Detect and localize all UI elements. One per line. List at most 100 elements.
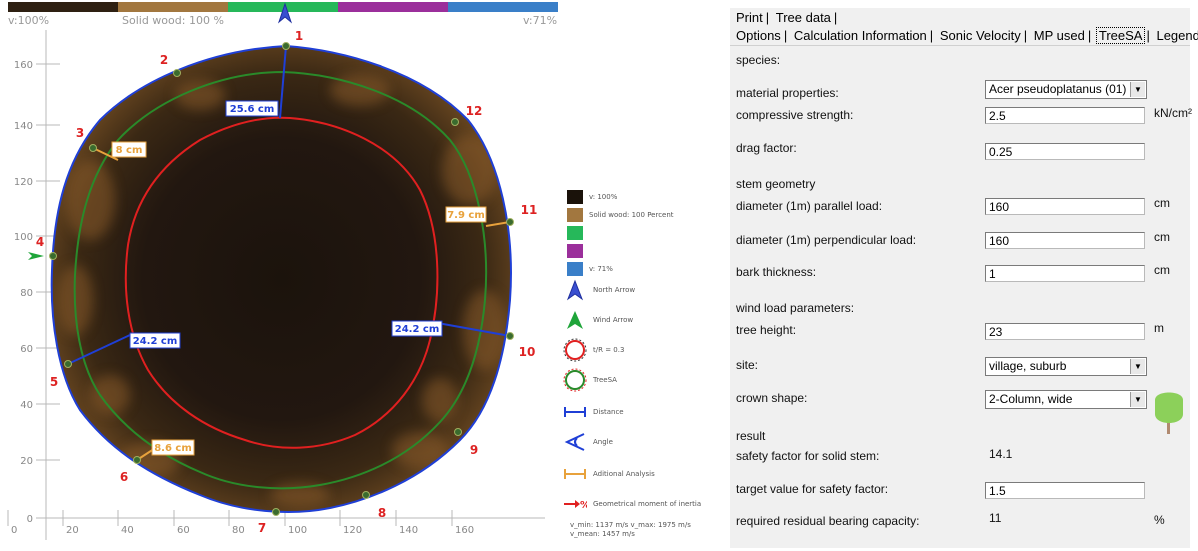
swatch-wood [567, 208, 583, 222]
crown-shape-tree-icon [1155, 392, 1183, 434]
y-tick-label: 80 [20, 288, 33, 299]
tab-print[interactable]: Print [736, 10, 763, 25]
wood-texture [57, 74, 507, 507]
tab-calculation-information[interactable]: Calculation Information [793, 28, 927, 43]
x-tick-label: 120 [343, 525, 362, 536]
measurement-point-number: 4 [36, 235, 44, 249]
y-tick-label: 100 [14, 232, 33, 243]
measurement-point[interactable] [64, 360, 72, 368]
compressive-strength-input[interactable]: 2.5 [985, 107, 1145, 124]
wind-arrow-icon [563, 308, 587, 332]
scale-segment-wood [118, 2, 228, 12]
measurement-point[interactable] [133, 456, 141, 464]
chevron-down-icon[interactable]: ▼ [1130, 359, 1145, 374]
compressive-strength-label: compressive strength: [736, 108, 854, 122]
measurement-point-number: 9 [470, 443, 478, 457]
tabs-row-1: Print | Tree data | [736, 10, 838, 25]
species-select[interactable]: Acer pseudoplatanus (01) ▼ [985, 80, 1147, 99]
measurement-label-25.6: 25.6 cm [225, 100, 279, 117]
tab-legend[interactable]: Legend [1156, 28, 1198, 43]
tree-height-unit: m [1154, 321, 1164, 335]
y-tick-label: 140 [14, 121, 33, 132]
safety-factor-solid-label: safety factor for solid stem: [736, 449, 880, 463]
measurement-point-number: 6 [120, 470, 128, 484]
measurement-point[interactable] [454, 428, 462, 436]
crown-shape-select[interactable]: 2-Column, wide ▼ [985, 390, 1147, 409]
wind-arrow-icon [28, 252, 44, 260]
legend-label: v: 100% [589, 193, 618, 201]
y-tick-label: 20 [20, 456, 33, 467]
stem-geometry-header: stem geometry [736, 177, 816, 191]
measurement-point[interactable] [506, 332, 514, 340]
velocity-stats: v_min: 1137 m/s v_max: 1975 m/s v_mean: … [570, 521, 691, 539]
x-tick-label: 40 [121, 525, 134, 536]
y-tick-label: 40 [20, 400, 33, 411]
svg-text:25.6 cm: 25.6 cm [230, 104, 275, 115]
legend-item: North Arrow [563, 278, 635, 302]
additional-analysis-icon [563, 462, 587, 486]
tab-mp-used[interactable]: MP used [1033, 28, 1085, 43]
compressive-strength-unit: kN/cm² [1154, 106, 1192, 120]
measurement-point[interactable] [272, 508, 280, 516]
legend-item: Angle [563, 430, 613, 454]
scale-segment-purple [338, 2, 448, 12]
bark-thickness-label: bark thickness: [736, 265, 817, 279]
measurement-point-number: 8 [378, 506, 386, 520]
tr-circle-icon [563, 338, 587, 362]
chevron-down-icon[interactable]: ▼ [1130, 82, 1145, 97]
legend-item: Wind Arrow [563, 308, 633, 332]
tab-options[interactable]: Options [736, 28, 781, 43]
bark-thickness-input[interactable]: 1 [985, 265, 1145, 282]
svg-text:24.2 cm: 24.2 cm [395, 324, 440, 335]
legend-item: % Geometrical moment of inertia [563, 492, 701, 516]
measurement-point-number: 12 [466, 104, 483, 118]
tabs-row-2: Options | Calculation Information | Sonic … [734, 27, 1198, 44]
tab-treesa[interactable]: TreeSA [1095, 27, 1146, 44]
x-tick-label: 140 [399, 525, 418, 536]
measurement-point[interactable] [282, 42, 290, 50]
scale-segment-blue [448, 2, 558, 12]
legend-label: Aditional Analysis [593, 470, 655, 478]
x-tick-label: 160 [455, 525, 474, 536]
result-header: result [736, 429, 766, 443]
chevron-down-icon[interactable]: ▼ [1130, 392, 1145, 407]
velocity-stats-line2: v_mean: 1457 m/s [570, 530, 635, 538]
species-label: species: [736, 53, 781, 67]
legend-item: TreeSA [563, 368, 617, 392]
measurement-point[interactable] [506, 218, 514, 226]
measurement-point[interactable] [451, 118, 459, 126]
legend-item [563, 226, 589, 240]
legend-label: Distance [593, 408, 624, 416]
y-tick-label: 0 [27, 514, 33, 525]
axes [45, 30, 545, 540]
legend-label: Geometrical moment of inertia [593, 500, 702, 508]
drag-factor-input[interactable]: 0.25 [985, 143, 1145, 160]
x-tick-label: 100 [288, 525, 307, 536]
measurement-point[interactable] [173, 69, 181, 77]
x-tick-label: 80 [232, 525, 245, 536]
diameter-parallel-input[interactable]: 160 [985, 198, 1145, 215]
measurement-label-8: 8 cm [111, 141, 147, 158]
color-scale-bar [8, 2, 558, 12]
measurement-point-number: 2 [160, 53, 168, 67]
target-safety-input[interactable]: 1.5 [985, 482, 1145, 499]
measurement-point[interactable] [362, 491, 370, 499]
swatch-green [567, 226, 583, 240]
y-tick-label: 160 [14, 60, 33, 71]
tab-sonic-velocity[interactable]: Sonic Velocity [939, 28, 1021, 43]
y-tick-label: 120 [14, 177, 33, 188]
diameter-perpendicular-input[interactable]: 160 [985, 232, 1145, 249]
legend-label: North Arrow [593, 286, 636, 294]
site-select[interactable]: village, suburb ▼ [985, 357, 1147, 376]
legend-item: v: 71% [563, 262, 613, 276]
measurement-point-number: 7 [258, 521, 266, 535]
tab-tree-data[interactable]: Tree data [775, 10, 831, 25]
measurement-point[interactable] [49, 252, 57, 260]
tree-height-input[interactable]: 23 [985, 323, 1145, 340]
x-axis-ticks: 0 20 40 60 80 100 120 140 160 [7, 510, 474, 536]
measurement-point-number: 1 [295, 29, 303, 43]
legend-item: v: 100% [563, 190, 617, 204]
measurement-point[interactable] [89, 144, 97, 152]
